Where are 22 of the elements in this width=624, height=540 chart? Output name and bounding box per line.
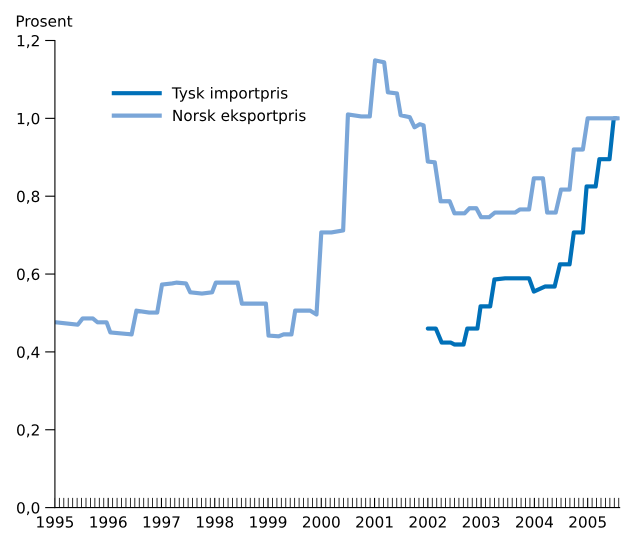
- y-tick-label: 1,2: [18, 34, 39, 48]
- x-tick-label: 1998: [196, 516, 234, 528]
- legend-label: Tysk importpris: [172, 86, 288, 102]
- x-tick-label: 2001: [356, 516, 393, 528]
- x-tick-label: 2004: [516, 516, 553, 528]
- y-tick-label: 0,0: [17, 502, 40, 516]
- x-tick-label: 2005: [569, 516, 606, 528]
- y-tick-label: 0,8: [17, 190, 40, 204]
- y-tick-label: 0,2: [17, 424, 39, 438]
- y-tick-label: 0,6: [17, 268, 40, 282]
- line-series: [54, 58, 620, 338]
- x-tick-label: 2002: [410, 516, 446, 528]
- legend-label: Norsk eksportpris: [173, 109, 306, 124]
- x-tick-label: 1995: [37, 516, 74, 528]
- x-tick-label: 2003: [462, 516, 500, 528]
- y-tick-label: 1,0: [18, 112, 40, 126]
- x-tick-label: 2000: [302, 516, 340, 528]
- x-tick-label: 1997: [144, 516, 180, 528]
- x-tick-label: 1999: [250, 516, 286, 528]
- y-tick-label: 0,4: [17, 346, 40, 360]
- y-axis-title: Prosent: [16, 15, 72, 27]
- x-tick-label: 1996: [90, 516, 127, 528]
